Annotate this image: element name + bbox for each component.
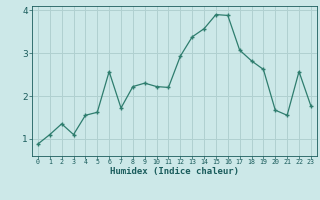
X-axis label: Humidex (Indice chaleur): Humidex (Indice chaleur) xyxy=(110,167,239,176)
